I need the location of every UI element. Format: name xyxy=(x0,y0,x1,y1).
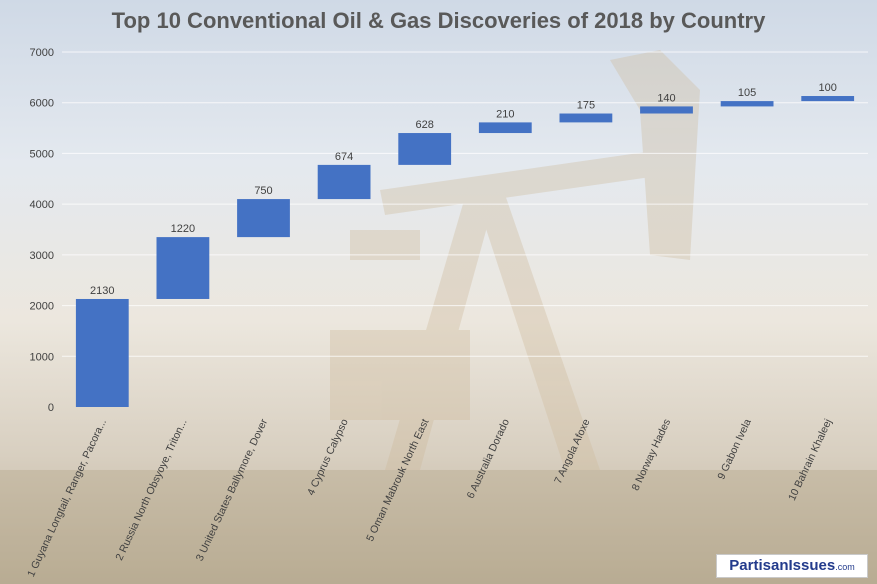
data-label-7: 175 xyxy=(577,100,595,112)
data-label-9: 105 xyxy=(738,87,756,99)
data-label-3: 750 xyxy=(254,185,272,197)
bars xyxy=(75,96,855,407)
bar-5 xyxy=(398,133,452,165)
data-label-5: 628 xyxy=(416,119,434,131)
data-label-10: 100 xyxy=(819,82,837,94)
category-label-7: 7 Angola Afoxe xyxy=(552,417,593,486)
category-label-6: 6 Australia Dorado xyxy=(465,417,512,501)
bar-3 xyxy=(237,199,290,238)
category-label-10: 10 Bahrain Khaleej xyxy=(786,417,834,502)
watermark-suffix: .com xyxy=(835,562,855,572)
chart-title: Top 10 Conventional Oil & Gas Discoverie… xyxy=(111,8,766,33)
data-label-4: 674 xyxy=(335,151,353,163)
watermark-brand: PartisanIssues xyxy=(729,557,836,574)
bar-9 xyxy=(720,101,774,107)
data-label-6: 210 xyxy=(496,108,514,120)
bar-7 xyxy=(559,113,613,123)
y-tick-label-6: 6000 xyxy=(30,98,54,110)
data-labels: 2130 1220 750 674 628 210 175 140 105 100 xyxy=(90,82,837,297)
category-label-4: 4 Cyprus Calypso xyxy=(305,417,351,497)
bar-6 xyxy=(478,122,532,134)
y-tick-label-1: 1000 xyxy=(30,351,54,363)
x-axis: 1 Guyana Longtail, Ranger, Pacora... 2 Ru… xyxy=(25,417,834,579)
category-label-3: 3 United States Ballymore, Dover xyxy=(194,417,271,563)
y-tick-label-4: 4000 xyxy=(30,199,54,211)
bar-8 xyxy=(640,106,693,114)
category-label-9: 9 Gabon Ivela xyxy=(715,417,754,481)
data-label-1: 2130 xyxy=(90,285,114,297)
data-label-2: 1220 xyxy=(171,223,195,235)
category-label-1: 1 Guyana Longtail, Ranger, Pacora... xyxy=(25,417,109,579)
y-axis: 0 1000 2000 3000 4000 5000 6000 7000 xyxy=(30,47,54,414)
site-watermark: PartisanIssues.com xyxy=(716,554,868,578)
bar-10 xyxy=(801,96,855,102)
bar-2 xyxy=(156,237,210,299)
y-tick-label-3: 3000 xyxy=(30,250,54,262)
bar-1 xyxy=(75,298,129,407)
y-tick-label-7: 7000 xyxy=(30,47,54,59)
y-tick-label-5: 5000 xyxy=(30,148,54,160)
category-label-5: 5 Oman Mabrouk North East xyxy=(364,417,431,543)
category-label-8: 8 Norway Hades xyxy=(630,417,674,492)
category-label-2: 2 Russia North Obsyoye, Triton... xyxy=(113,417,189,562)
y-tick-label-2: 2000 xyxy=(30,301,54,313)
data-label-8: 140 xyxy=(657,92,675,104)
bar-4 xyxy=(317,164,371,200)
y-tick-label-0: 0 xyxy=(48,402,54,414)
